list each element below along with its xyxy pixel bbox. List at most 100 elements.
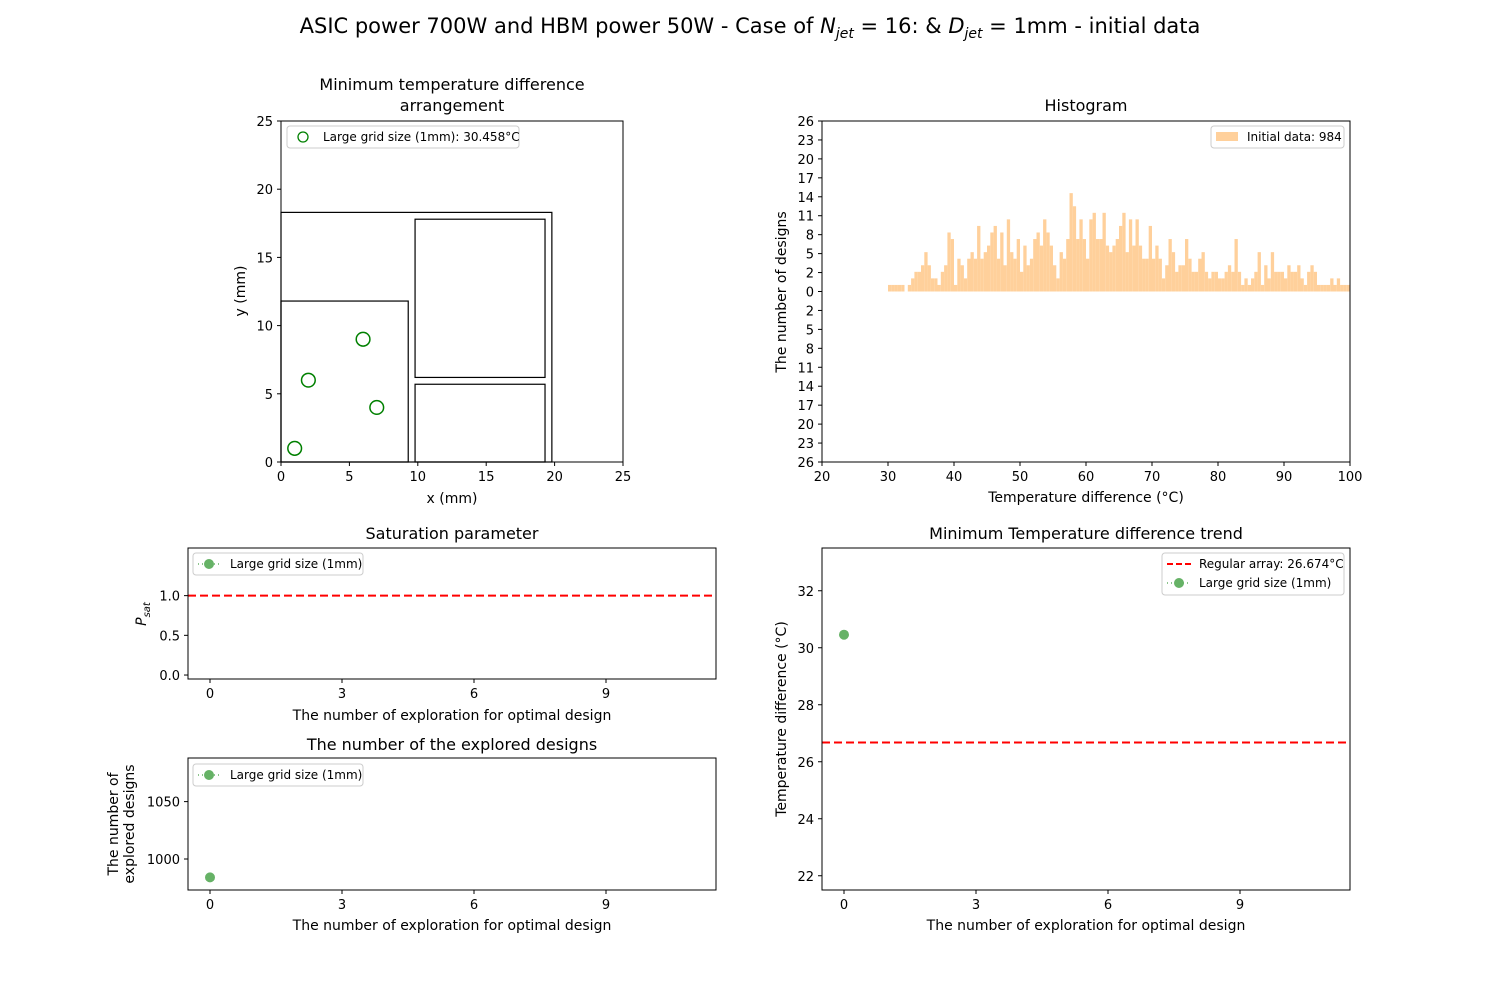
histogram-bar: [1056, 278, 1060, 292]
explored-x-tick-label: 0: [206, 898, 214, 913]
title-mid: = 16: &: [853, 14, 949, 38]
trend-y-label: Temperature difference (°C): [774, 621, 790, 818]
histogram-bar: [983, 252, 987, 292]
arrangement-y-tick-label: 15: [256, 251, 273, 266]
histogram-y-tick-label: 17: [797, 172, 814, 187]
histogram-bar: [1036, 232, 1040, 292]
histogram-y-tick-label: 14: [797, 191, 814, 206]
histogram-bar: [1142, 258, 1146, 292]
histogram-bar: [901, 284, 905, 292]
histogram-bar: [1145, 258, 1149, 292]
histogram-bar: [1194, 271, 1199, 292]
trend-x-tick-label: 6: [1104, 898, 1112, 913]
asic-die-outline: [280, 300, 409, 463]
histogram-bar: [1171, 252, 1176, 292]
histogram-bar: [1310, 265, 1314, 292]
histogram-bar: [1198, 258, 1202, 292]
histogram-x-tick-label: 40: [946, 470, 963, 485]
histogram-bar: [1204, 271, 1209, 292]
histogram-bar: [1069, 193, 1073, 292]
histogram-bar: [1026, 265, 1030, 292]
histogram-bar: [1237, 271, 1242, 292]
trend-x-label: The number of exploration for optimal de…: [926, 918, 1246, 934]
saturation-y-tick-label: 0.5: [159, 629, 180, 644]
histogram-bar: [996, 258, 1001, 292]
histogram-bar: [1211, 271, 1215, 292]
histogram-y-tick-label: 2: [806, 304, 814, 319]
histogram-bar: [1119, 225, 1123, 292]
explored-legend-label: Large grid size (1mm): [230, 768, 362, 782]
histogram-bar: [1020, 271, 1024, 292]
histogram-bar: [1175, 271, 1179, 292]
histogram-bar: [947, 232, 951, 292]
histogram-bar: [1313, 271, 1317, 292]
arrangement-x-tick-label: 15: [478, 470, 495, 485]
saturation-legend-label: Large grid size (1mm): [230, 557, 362, 571]
histogram-bar: [1343, 284, 1347, 292]
trend-data-point: [839, 629, 849, 640]
histogram-bar: [937, 284, 941, 292]
histogram-bar: [993, 225, 997, 292]
trend-title: Minimum Temperature difference trend: [929, 524, 1243, 543]
explored-x-label: The number of exploration for optimal de…: [292, 918, 612, 934]
histogram-bar: [1231, 271, 1235, 292]
histogram-y-tick-label: 23: [797, 134, 814, 149]
histogram-bar: [1330, 278, 1334, 292]
trend-y-tick-label: 22: [797, 870, 814, 885]
histogram-bar: [1046, 232, 1050, 292]
histogram-bar: [1323, 284, 1327, 292]
arrangement-y-tick-label: 5: [265, 388, 273, 403]
histogram-bar: [1185, 239, 1189, 292]
explored-y-tick-label: 1050: [147, 796, 180, 811]
histogram-bar: [1161, 278, 1166, 292]
histogram-bar: [1181, 265, 1185, 292]
explored-x-tick-label: 9: [602, 898, 610, 913]
histogram-bar: [1023, 245, 1027, 292]
explored-x-tick-label: 6: [470, 898, 478, 913]
histogram-legend: [1210, 125, 1345, 149]
histogram-y-tick-label: 8: [806, 229, 814, 244]
histogram-bar: [1290, 271, 1294, 292]
histogram-x-tick-label: 70: [1144, 470, 1161, 485]
histogram-bar: [1214, 271, 1218, 292]
histogram-bar: [1148, 225, 1152, 292]
histogram-bar: [1039, 245, 1044, 292]
histogram-bar: [1082, 239, 1086, 292]
histogram-bar: [1254, 271, 1258, 292]
explored-title: The number of the explored designs: [306, 735, 597, 754]
explored-y-label-line2: explored designs: [122, 764, 138, 883]
histogram-y-tick-label: 11: [797, 210, 814, 225]
histogram-bar: [1013, 258, 1017, 292]
legend-marker: [204, 770, 214, 780]
arrangement-y-label: y (mm): [233, 266, 249, 317]
histogram-y-label: The number of designs: [774, 211, 790, 373]
histogram-y-tick-label: 5: [806, 323, 814, 338]
saturation-x-tick-label: 6: [470, 687, 478, 702]
trend-legend-label-grid: Large grid size (1mm): [1199, 576, 1331, 590]
arrangement-legend-label: Large grid size (1mm): 30.458°C: [323, 130, 520, 144]
histogram-bar: [1247, 284, 1251, 292]
jet-marker: [300, 372, 316, 388]
histogram-bar: [1218, 278, 1222, 292]
saturation-title: Saturation parameter: [366, 524, 539, 543]
histogram-y-tick-label: 17: [797, 399, 814, 414]
saturation-x-tick-label: 3: [338, 687, 346, 702]
histogram-x-tick-label: 50: [1012, 470, 1029, 485]
arrangement-x-label: x (mm): [427, 491, 478, 507]
histogram-y-tick-label: 26: [797, 456, 814, 471]
histogram-bar: [930, 278, 935, 292]
histogram-bar: [911, 278, 915, 292]
histogram-bar: [960, 265, 964, 292]
jet-marker: [287, 440, 303, 456]
histogram-bar: [1234, 239, 1238, 292]
explored-y-label-line1: The number of: [106, 771, 122, 876]
title-suffix: = 1mm - initial data: [982, 14, 1201, 38]
histogram-y-tick-label: 11: [797, 361, 814, 376]
histogram-bar: [1029, 258, 1034, 292]
figure-title: ASIC power 700W and HBM power 50W - Case…: [0, 14, 1500, 42]
trend-x-tick-label: 9: [1236, 898, 1244, 913]
histogram-bar: [940, 271, 945, 292]
histogram-y-tick-label: 8: [806, 342, 814, 357]
arrangement-y-tick-label: 25: [256, 115, 273, 130]
